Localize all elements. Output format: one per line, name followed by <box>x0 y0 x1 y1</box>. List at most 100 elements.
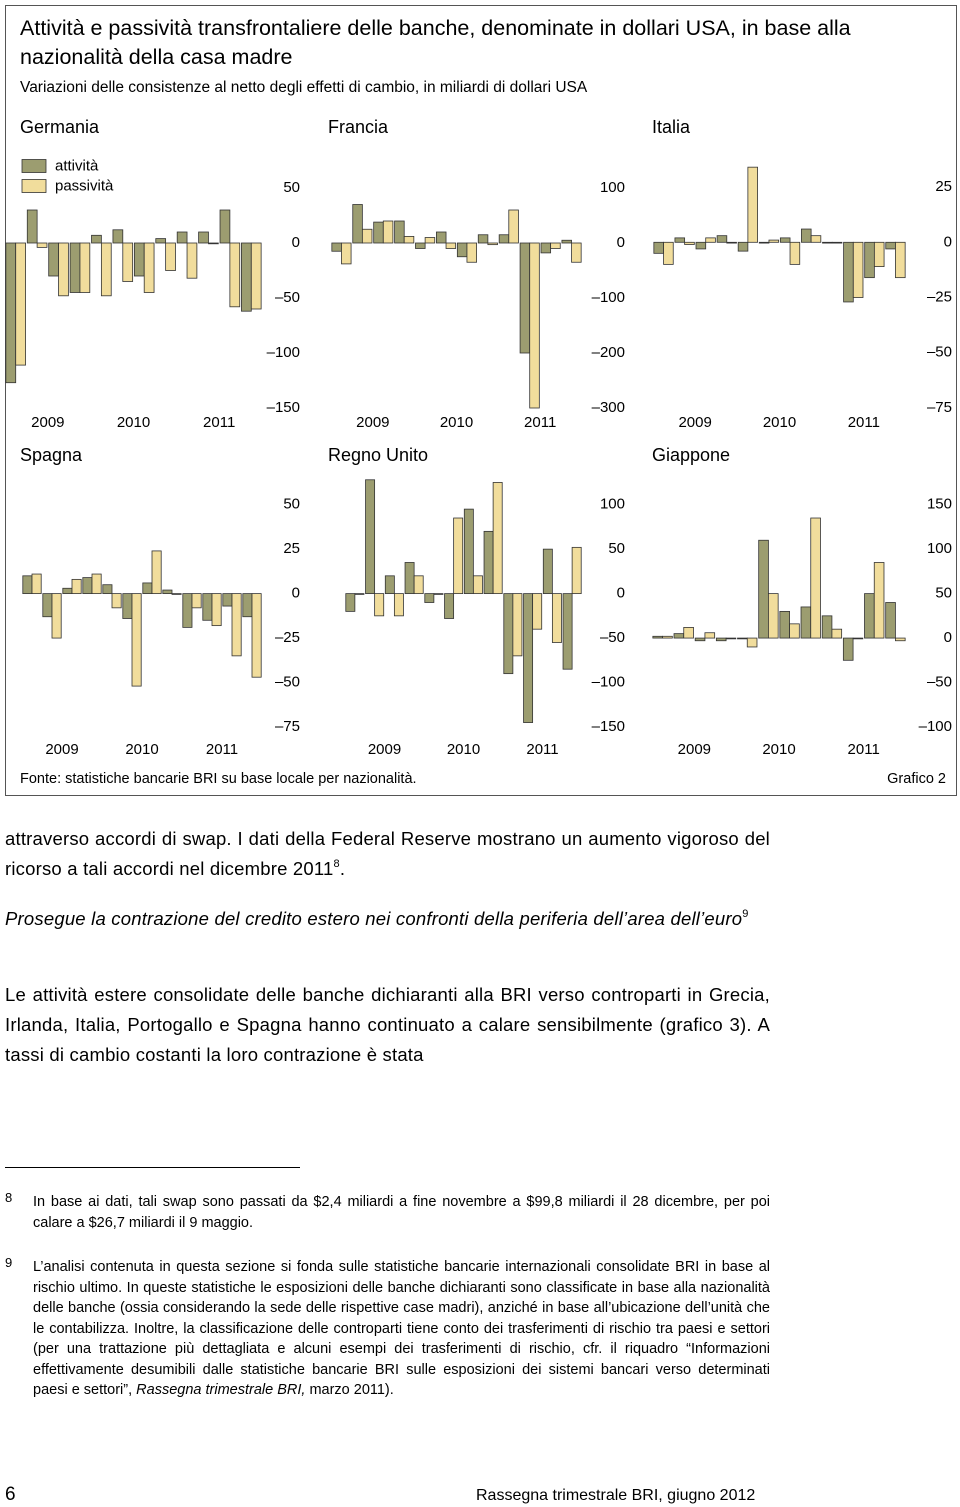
bar <box>652 635 663 639</box>
x-tick-label: 2010 <box>440 414 473 431</box>
bar <box>404 562 415 595</box>
x-tick-label: 2009 <box>45 741 78 758</box>
x-tick-label: 2009 <box>31 414 64 431</box>
bar <box>231 593 242 657</box>
bar <box>885 602 896 639</box>
y-tick-label: 50 <box>283 496 300 513</box>
bar <box>354 593 365 595</box>
panel-title: Germania <box>20 117 100 137</box>
legend-label: attività <box>55 157 99 174</box>
bar <box>529 242 540 409</box>
bar <box>143 242 155 293</box>
bar <box>821 615 833 639</box>
footnote-italic: Rassegna trimestrale BRI, <box>136 1382 306 1398</box>
footnote-ref: 9 <box>742 908 749 920</box>
y-tick-label: –50 <box>927 674 952 691</box>
bar <box>69 242 81 293</box>
bar <box>374 593 385 617</box>
bar <box>789 623 800 639</box>
bar <box>91 573 102 595</box>
panel-title: Francia <box>328 117 389 137</box>
x-tick-label: 2010 <box>125 741 158 758</box>
panel-title: Italia <box>652 117 691 137</box>
bar <box>71 578 82 595</box>
bar <box>831 628 843 639</box>
y-tick-label: 50 <box>608 540 625 557</box>
bar <box>768 239 780 243</box>
bar <box>885 241 896 250</box>
x-tick-label: 2010 <box>762 741 795 758</box>
y-tick-label: 100 <box>927 540 952 557</box>
bar <box>219 209 231 244</box>
panel-title: Spagna <box>20 445 83 465</box>
bar <box>737 637 748 640</box>
bar <box>345 593 356 612</box>
bar <box>523 593 534 723</box>
y-tick-label: –75 <box>927 399 952 416</box>
bar <box>202 593 213 621</box>
y-tick-label: –100 <box>592 289 625 306</box>
y-tick-label: 25 <box>935 178 952 195</box>
y-tick-label: –25 <box>927 288 952 305</box>
bar <box>695 241 707 250</box>
bar <box>663 241 674 265</box>
bar <box>413 575 424 595</box>
bar <box>843 241 854 303</box>
x-tick-label: 2011 <box>848 741 880 758</box>
bar <box>498 234 510 244</box>
bar <box>532 593 543 630</box>
bar <box>673 633 685 639</box>
bar <box>542 548 553 595</box>
bar <box>758 539 769 639</box>
y-tick-label: 0 <box>292 585 300 602</box>
bar <box>492 482 503 595</box>
bar <box>131 593 142 687</box>
bar <box>487 242 498 246</box>
paragraph: Le attività estere consolidate delle ban… <box>5 984 770 1065</box>
bar <box>737 241 749 252</box>
bar <box>162 589 173 595</box>
bar <box>424 237 436 244</box>
footnote-text: In base ai dati, tali swap sono passati … <box>33 1194 770 1231</box>
bar <box>186 242 198 279</box>
publication: Rassegna trimestrale BRI, giugno 2012 <box>476 1487 756 1504</box>
bar <box>852 637 864 640</box>
y-tick-label: 100 <box>600 496 625 513</box>
bar <box>48 242 59 277</box>
x-tick-label: 2009 <box>356 414 389 431</box>
x-tick-label: 2009 <box>678 741 711 758</box>
bar <box>715 637 727 642</box>
bar <box>445 242 457 249</box>
bar <box>5 242 17 384</box>
y-tick-label: 0 <box>292 234 300 251</box>
bar <box>562 593 573 670</box>
bar <box>122 242 134 282</box>
bar <box>801 228 812 243</box>
panel-title: Regno Unito <box>328 445 428 465</box>
bar <box>424 593 435 603</box>
bar <box>22 575 33 595</box>
bar <box>415 242 426 249</box>
x-tick-label: 2009 <box>368 741 401 758</box>
bar <box>571 546 582 595</box>
x-tick-label: 2011 <box>524 414 556 431</box>
bar <box>102 584 113 595</box>
y-tick-label: –100 <box>919 718 952 735</box>
bar <box>895 637 906 642</box>
y-tick-label: 0 <box>617 234 625 251</box>
y-tick-label: –50 <box>275 289 300 306</box>
paragraph: attraverso accordi di swap. I dati della… <box>5 824 770 884</box>
footnote-number: 9 <box>5 1255 13 1270</box>
y-tick-label: –100 <box>267 344 300 361</box>
y-tick-label: –300 <box>592 399 625 416</box>
bar <box>171 593 182 595</box>
bar <box>382 220 394 244</box>
bar <box>810 235 822 243</box>
bar <box>540 242 552 254</box>
bar <box>142 582 153 595</box>
bar <box>779 610 790 639</box>
bar <box>551 593 562 643</box>
bar <box>198 231 209 244</box>
bar <box>191 593 202 609</box>
bar <box>222 593 233 607</box>
